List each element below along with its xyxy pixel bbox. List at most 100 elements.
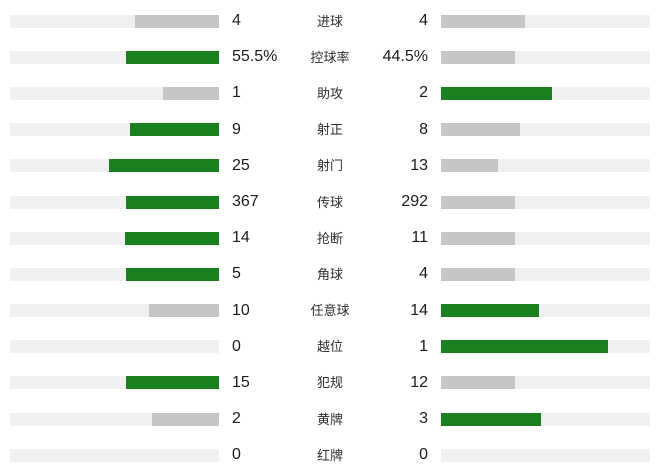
- stat-label: 越位: [316, 339, 343, 355]
- left-stat-value: 367: [232, 193, 259, 211]
- stat-row: 14 抢断 11: [10, 220, 650, 256]
- left-stat-track: [10, 304, 219, 318]
- left-stat-value: 15: [232, 373, 250, 391]
- stat-label: 犯规: [316, 375, 343, 391]
- right-stat-value: 2: [419, 84, 428, 102]
- stat-label: 射门: [316, 158, 343, 174]
- left-stat-value: 10: [232, 301, 250, 319]
- right-stat-track: [441, 340, 650, 354]
- left-stat-track: [10, 159, 219, 173]
- right-stat-value: 8: [419, 120, 428, 138]
- right-stat-value: 1: [419, 337, 428, 355]
- right-stat-value: 13: [410, 156, 428, 174]
- right-bar-fill: [441, 123, 520, 137]
- left-stat-track: [10, 231, 219, 245]
- left-bar-fill: [126, 267, 219, 281]
- stat-label: 任意球: [310, 303, 350, 319]
- right-stat-value: 12: [410, 373, 428, 391]
- right-bar-fill: [441, 50, 516, 64]
- left-stat-value: 0: [232, 446, 241, 464]
- stat-row: 9 射正 8: [10, 112, 650, 148]
- right-stat-track: [441, 267, 650, 281]
- stat-label: 红牌: [316, 447, 343, 463]
- left-stat-track: [10, 50, 219, 64]
- left-stat-value: 4: [232, 12, 241, 30]
- left-stat-track: [10, 123, 219, 137]
- left-stat-track: [10, 267, 219, 281]
- left-stat-track: [10, 86, 219, 100]
- left-bar-fill: [126, 50, 219, 64]
- left-bar-fill: [152, 412, 219, 426]
- left-bar-fill: [163, 86, 219, 100]
- left-stat-value: 2: [232, 410, 241, 428]
- stat-row: 0 越位 1: [10, 329, 650, 365]
- right-bar-fill: [441, 340, 609, 354]
- left-bar-fill: [109, 159, 219, 173]
- stat-label: 助攻: [316, 85, 343, 101]
- stat-label: 抢断: [316, 230, 343, 246]
- stat-label: 黄牌: [316, 411, 343, 427]
- right-stat-track: [441, 304, 650, 318]
- right-stat-value: 14: [410, 301, 428, 319]
- left-bar-fill: [130, 123, 219, 137]
- stat-row: 15 犯规 12: [10, 365, 650, 401]
- right-stat-track: [441, 412, 650, 426]
- stat-label: 角球: [316, 266, 343, 282]
- right-stat-track: [441, 195, 650, 209]
- right-stat-track: [441, 159, 650, 173]
- stat-row: 1 助攻 2: [10, 75, 650, 111]
- left-stat-track: [10, 14, 219, 28]
- stat-label: 进球: [316, 13, 343, 29]
- stat-row: 4 进球 4: [10, 3, 650, 39]
- right-bar-fill: [441, 159, 499, 173]
- left-stat-track: [10, 195, 219, 209]
- left-stat-value: 55.5%: [232, 48, 278, 66]
- stat-row: 5 角球 4: [10, 256, 650, 292]
- right-bar-fill: [441, 376, 516, 390]
- left-stat-value: 25: [232, 156, 250, 174]
- left-stat-value: 5: [232, 265, 241, 283]
- stat-row: 367 传球 292: [10, 184, 650, 220]
- stat-row: 0 红牌 0: [10, 437, 650, 473]
- right-bar-fill: [441, 195, 516, 209]
- stat-label: 控球率: [310, 49, 350, 65]
- right-stat-value: 44.5%: [382, 48, 428, 66]
- right-stat-track: [441, 448, 650, 462]
- right-stat-value: 3: [419, 410, 428, 428]
- left-stat-value: 0: [232, 337, 241, 355]
- left-stat-value: 1: [232, 84, 241, 102]
- stat-row: 10 任意球 14: [10, 293, 650, 329]
- right-bar-fill: [441, 267, 516, 281]
- right-bar-fill: [441, 86, 553, 100]
- stat-row: 25 射门 13: [10, 148, 650, 184]
- left-stat-track: [10, 340, 219, 354]
- right-bar-fill: [441, 231, 515, 245]
- right-stat-track: [441, 376, 650, 390]
- right-stat-value: 0: [419, 446, 428, 464]
- left-bar-fill: [149, 304, 219, 318]
- right-bar-fill: [441, 14, 525, 28]
- right-bar-fill: [441, 304, 539, 318]
- right-stat-track: [441, 86, 650, 100]
- stat-label: 传球: [316, 194, 343, 210]
- right-bar-fill: [441, 412, 542, 426]
- left-stat-value: 14: [232, 229, 250, 247]
- left-stat-track: [10, 412, 219, 426]
- right-stat-value: 4: [419, 265, 428, 283]
- left-stat-value: 9: [232, 120, 241, 138]
- left-stat-track: [10, 448, 219, 462]
- left-stat-track: [10, 376, 219, 390]
- left-bar-fill: [126, 376, 219, 390]
- stat-row: 2 黄牌 3: [10, 401, 650, 437]
- right-stat-track: [441, 123, 650, 137]
- right-stat-value: 4: [419, 12, 428, 30]
- stat-label: 射正: [316, 122, 343, 138]
- right-stat-track: [441, 14, 650, 28]
- left-bar-fill: [125, 195, 219, 209]
- right-stat-track: [441, 231, 650, 245]
- stat-row: 55.5% 控球率 44.5%: [10, 39, 650, 75]
- left-bar-fill: [135, 14, 219, 28]
- left-bar-fill: [125, 231, 219, 245]
- right-stat-track: [441, 50, 650, 64]
